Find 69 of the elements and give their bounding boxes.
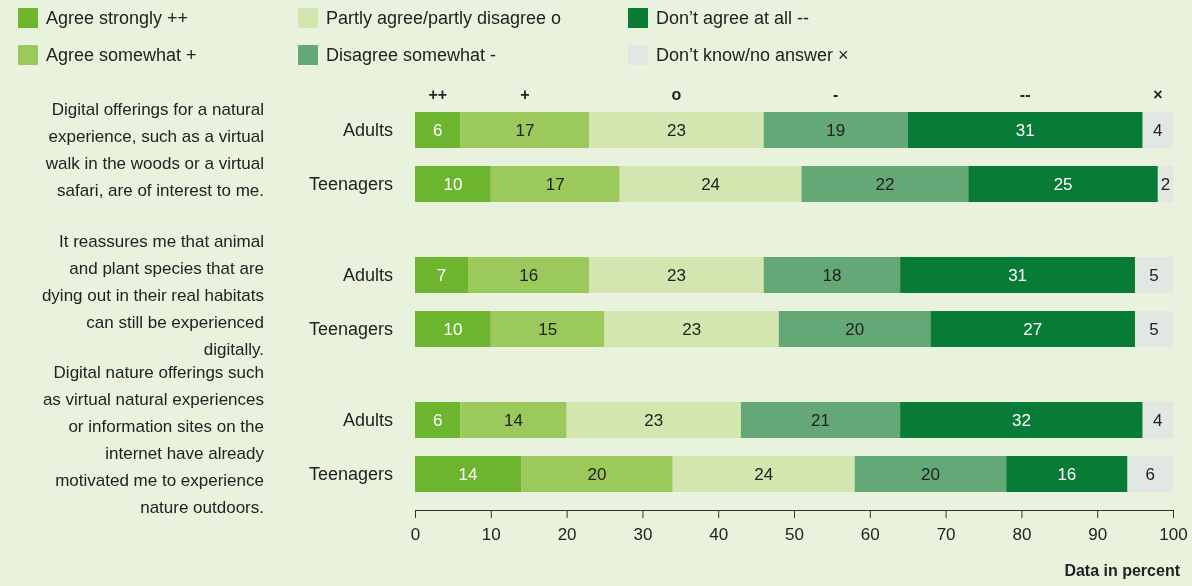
annotation: ++ — [428, 86, 448, 103]
y-tick-label: Adults — [342, 120, 393, 141]
x-tick-label: 100 — [1159, 524, 1188, 544]
data-label: 14 — [458, 464, 478, 484]
x-tick-label: 20 — [557, 524, 577, 544]
data-label: 20 — [845, 319, 865, 339]
legend-label: Agree strongly ++ — [46, 8, 189, 29]
x-tick-label: 10 — [481, 524, 501, 544]
x-tick-label: 90 — [1088, 524, 1108, 544]
legend-label: Don’t agree at all -- — [656, 8, 810, 29]
y-tick-label: Adults — [342, 410, 393, 431]
data-label: 31 — [1008, 265, 1028, 285]
data-label: 17 — [515, 120, 535, 140]
legend-label: Partly agree/partly disagree o — [326, 8, 562, 29]
data-label: 5 — [1149, 265, 1159, 285]
data-label: 16 — [519, 265, 539, 285]
data-label: 7 — [436, 265, 447, 285]
x-tick-label: 60 — [860, 524, 880, 544]
legend-label: Agree somewhat + — [46, 45, 197, 66]
y-tick-label: Teenagers — [308, 174, 393, 195]
y-tick-label: Adults — [342, 265, 393, 286]
data-label: 2 — [1160, 174, 1171, 194]
data-label: 17 — [545, 174, 565, 194]
data-label: 32 — [1011, 410, 1031, 430]
annotation: -- — [1019, 86, 1031, 103]
annotation: - — [833, 86, 839, 103]
x-axis-title: Data in percent — [1064, 562, 1181, 579]
data-label: 10 — [443, 319, 463, 339]
x-tick-label: 0 — [410, 524, 421, 544]
data-label: 6 — [1145, 464, 1155, 484]
data-label: 14 — [504, 410, 523, 430]
data-label: 24 — [754, 464, 774, 484]
data-label: 20 — [920, 464, 940, 484]
data-label: 22 — [875, 174, 895, 194]
data-label: 27 — [1023, 319, 1043, 339]
data-label: 23 — [667, 265, 686, 285]
x-tick-label: 50 — [785, 524, 804, 544]
data-label: 19 — [826, 120, 846, 140]
data-label: 6 — [433, 120, 443, 140]
data-label: 21 — [811, 410, 830, 430]
data-label: 20 — [587, 464, 607, 484]
y-tick-label: Teenagers — [308, 464, 393, 485]
text: Digital offerings for a natural experience, such as a virtual walk in the woods or a virtual safari, are of interest to me. — [44, 100, 264, 200]
text: It reassures me that animal and plant species that are dying out in their real habitats can still be experienced digitally. — [41, 231, 264, 359]
legend-label: Disagree somewhat - — [326, 45, 497, 66]
annotation: o — [671, 86, 682, 103]
data-label: 6 — [433, 410, 443, 430]
x-tick-label: 80 — [1012, 524, 1032, 544]
data-label: 23 — [682, 319, 702, 339]
data-label: 5 — [1149, 319, 1159, 339]
data-label: 15 — [538, 319, 558, 339]
annotation: + — [520, 86, 530, 103]
data-label: 4 — [1153, 410, 1163, 430]
data-label: 25 — [1053, 174, 1073, 194]
x-tick-label: 70 — [936, 524, 956, 544]
data-label: 4 — [1153, 120, 1163, 140]
annotation: × — [1153, 86, 1163, 103]
data-label: 16 — [1057, 464, 1077, 484]
text: Digital nature offerings such as virtual natural experiences or information sites on the internet have already motivated me to experience nature outdoors. — [42, 363, 265, 517]
data-label: 23 — [644, 410, 664, 430]
data-label: 31 — [1015, 120, 1035, 140]
data-label: 24 — [701, 174, 721, 194]
data-label: 23 — [667, 120, 686, 140]
data-label: 10 — [443, 174, 463, 194]
x-tick-label: 40 — [709, 524, 729, 544]
data-label: 18 — [822, 265, 842, 285]
x-tick-label: 30 — [633, 524, 653, 544]
y-tick-label: Teenagers — [308, 319, 393, 340]
legend-label: Don’t know/no answer × — [656, 45, 849, 66]
